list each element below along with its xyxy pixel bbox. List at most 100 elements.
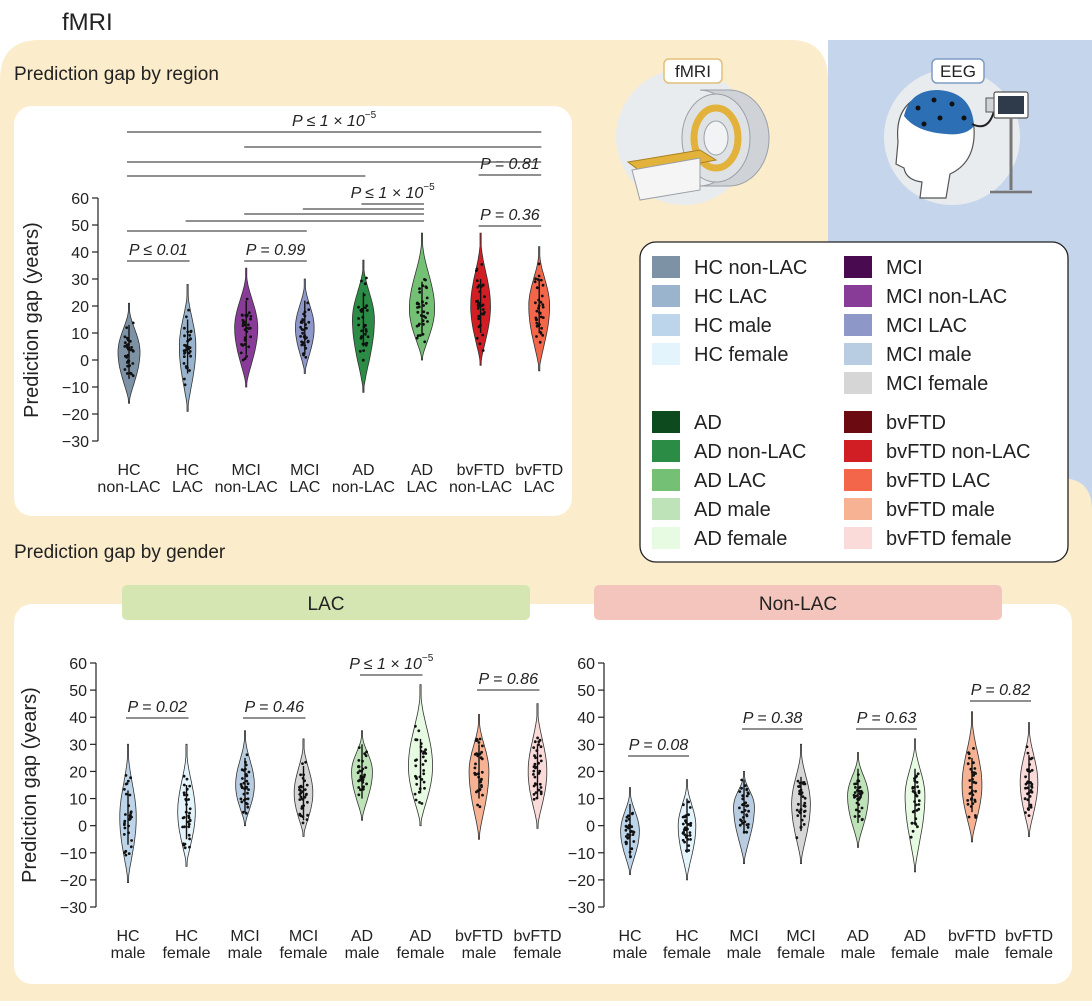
x-label-line2: non-LAC [215,479,278,496]
data-point [477,314,481,318]
y-tick-label: 20 [71,299,89,316]
data-point [181,825,185,829]
data-point [128,817,132,821]
data-point [123,819,127,823]
data-point [738,823,742,827]
data-point [239,351,243,355]
data-point [419,334,422,337]
violin-2-6 [961,711,983,843]
data-point [301,762,304,765]
data-point [478,737,482,741]
data-point [182,362,186,365]
violin-2-4 [847,752,869,848]
data-point [304,355,308,359]
data-point [537,740,541,744]
y-tick-label: −10 [60,846,87,863]
y-tick-label: 20 [69,764,87,781]
data-point [916,785,919,789]
data-point [746,791,750,795]
data-point [917,799,921,803]
data-point [123,821,126,825]
nonlac-banner [594,585,1002,620]
x-label-line1: HC [175,928,198,945]
legend-swatch [844,527,872,549]
y-tick-label: 40 [577,710,595,727]
data-point [362,787,365,791]
data-point [127,852,131,855]
violin-1-6 [468,714,490,840]
legend-swatch [652,256,680,278]
data-point [973,798,977,802]
data-point [249,315,253,318]
x-label-line2: female [279,945,327,962]
data-point [860,818,864,822]
data-point [243,343,247,346]
data-point [967,752,971,756]
data-point [624,835,628,838]
data-point [476,307,480,310]
data-point [125,372,129,375]
data-point [481,793,484,797]
data-point [185,777,189,781]
data-point [968,786,972,789]
data-point [124,792,128,796]
data-point [802,782,805,786]
data-point [917,791,921,795]
region-section-title: Prediction gap by region [14,64,219,85]
data-point [747,823,750,826]
y-tick-label: −30 [60,900,87,917]
data-point [687,849,691,852]
data-point [358,769,362,773]
data-point [682,830,685,834]
data-point [124,849,128,853]
p-value-text: P ≤ 1 × 10 [351,185,424,202]
x-label-line1: AD [352,462,374,479]
data-point [299,773,302,777]
data-point [424,759,427,763]
data-point [481,744,484,748]
x-label-line1: MCI [729,928,758,945]
data-point [740,810,744,814]
y-tick-label: 40 [69,710,87,727]
fmri-scanner-illustration: fMRI [616,58,770,205]
data-point [415,738,419,742]
data-point [803,801,807,805]
data-point [131,321,135,325]
p-value-label: P = 0.86 [479,671,539,688]
data-point [739,818,742,822]
data-point [128,793,132,797]
p-value-label: P = 0.63 [857,710,917,727]
violin-0-3 [295,278,315,374]
data-point [300,807,304,810]
violin-1-7 [527,703,548,829]
data-point [481,284,485,287]
p-value-text: P = 0.46 [245,699,305,716]
data-point [915,780,919,784]
data-point [240,800,244,804]
data-point [424,316,427,319]
data-point [414,764,418,768]
data-point [129,845,133,849]
data-point [480,784,483,787]
y-tick-label: 20 [577,764,595,781]
data-point [357,786,361,789]
data-point [301,341,305,344]
legend-swatch [844,372,872,394]
data-point [798,810,801,814]
data-point [860,791,864,795]
p-value-text: P ≤ 0.01 [129,242,188,259]
x-label-line1: AD [847,928,869,945]
data-point [422,310,426,314]
data-point [968,779,972,782]
data-point [532,784,536,788]
eeg-illustration: EEG [884,58,1032,205]
violin-1-5 [407,684,434,827]
data-point [365,304,369,307]
legend-label: HC male [694,315,772,337]
y-tick-label: 50 [577,683,595,700]
data-point [357,305,360,309]
data-point [909,835,913,839]
data-point [798,792,801,796]
data-point [538,340,542,344]
y-tick-label: 50 [71,218,89,235]
